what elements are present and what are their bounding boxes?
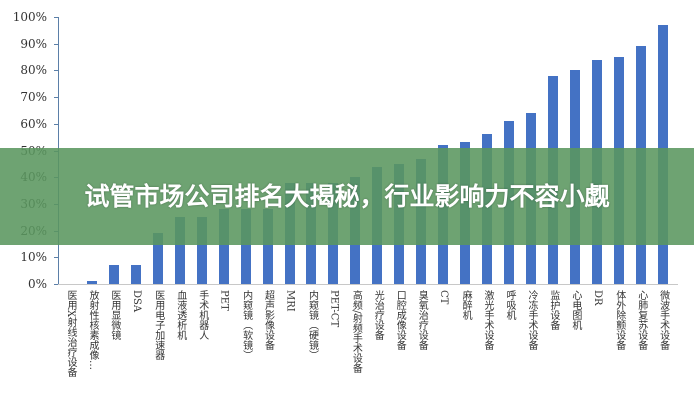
x-tick-label: CT [438,290,450,305]
bar [218,209,229,284]
bar [130,265,141,284]
y-tick-mark [54,124,58,125]
x-tick-label: 超声影像设备 [262,290,274,350]
bar [240,209,251,284]
x-axis [58,284,678,285]
x-tick-label: 医用电子加速器 [152,290,164,360]
title-banner: 试管市场公司排名大揭秘，行业影响力不容小觑 [0,148,694,245]
x-tick-label: 麻醉机 [460,290,472,320]
x-tick-label: 内窥镜（软镜） [240,290,252,360]
y-tick-mark [54,44,58,45]
y-tick-label: 60% [20,116,47,131]
x-tick-label: 臭氧治疗设备 [416,290,428,350]
bar [262,209,273,284]
x-tick-label: PET-CT [328,290,340,328]
x-tick-label: 放射性核素成像… [86,290,98,370]
y-tick-mark [54,17,58,18]
x-tick-label: 心肺复苏设备 [635,290,647,350]
x-tick-label: 高频/射频手术设备 [350,290,362,374]
x-tick-label: 体外除颤设备 [613,290,625,350]
bar [108,265,119,284]
x-tick-label: MRI [284,290,296,312]
bar [174,217,185,284]
x-tick-label: 心电图机 [569,290,581,330]
y-tick-label: 0% [27,277,47,291]
y-tick-mark [54,257,58,258]
x-tick-label: 口腔成像设备 [394,290,406,350]
y-tick-label: 90% [20,36,47,51]
x-tick-label: 监护设备 [547,290,559,330]
y-tick-mark [54,70,58,71]
x-tick-label: PET [218,290,230,311]
y-tick-label: 70% [20,90,47,105]
x-tick-label: DR [591,290,603,306]
y-tick-label: 80% [20,63,47,78]
x-tick-label: 光治疗设备 [372,290,384,340]
x-tick-label: 血液透析机 [174,290,186,340]
x-tick-label: 冷冻手术设备 [525,290,537,350]
bar [196,217,207,284]
x-tick-label: 医用X射线治疗设备 [65,290,76,378]
bar [86,281,97,284]
bar [152,233,163,284]
x-tick-label: 手术机器人 [196,290,208,340]
x-tick-label: 医用显微镜 [108,290,120,340]
banner-title: 试管市场公司排名大揭秘，行业影响力不容小觑 [84,181,610,211]
y-tick-mark [54,97,58,98]
x-tick-label: 内窥镜（硬镜） [306,290,318,360]
x-tick-label: 呼吸机 [504,290,515,320]
x-tick-label: 微波手术设备 [657,290,669,350]
y-tick-label: 10% [20,250,47,265]
y-tick-mark [54,284,58,285]
x-tick-label: 激光手术设备 [482,290,494,350]
y-tick-label: 100% [12,10,47,24]
x-tick-label: DSA [130,290,142,313]
